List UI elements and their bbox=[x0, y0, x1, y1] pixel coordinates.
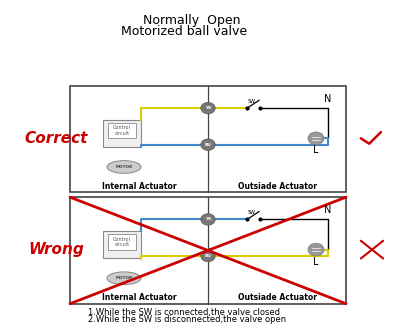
Circle shape bbox=[201, 214, 215, 225]
Text: Motorized ball valve: Motorized ball valve bbox=[121, 25, 247, 38]
Text: Correct: Correct bbox=[24, 131, 88, 146]
Text: L: L bbox=[313, 257, 319, 267]
Circle shape bbox=[308, 243, 324, 256]
Text: BU: BU bbox=[204, 143, 212, 147]
Circle shape bbox=[201, 250, 215, 262]
Text: SW: SW bbox=[248, 98, 256, 104]
Ellipse shape bbox=[107, 161, 141, 173]
Text: BU: BU bbox=[204, 254, 212, 258]
Text: YK: YK bbox=[205, 106, 211, 110]
Text: SW: SW bbox=[248, 210, 256, 215]
Text: Wrong: Wrong bbox=[28, 242, 84, 257]
Text: circuit: circuit bbox=[114, 242, 130, 247]
Text: Normally  Open: Normally Open bbox=[143, 14, 241, 27]
Text: Internal Actuator: Internal Actuator bbox=[102, 182, 176, 191]
Text: Control: Control bbox=[113, 125, 131, 130]
Circle shape bbox=[201, 139, 215, 150]
Text: N: N bbox=[324, 94, 332, 104]
Text: 1.While the SW is connected,the valve closed: 1.While the SW is connected,the valve cl… bbox=[88, 308, 280, 318]
FancyBboxPatch shape bbox=[103, 231, 141, 258]
Text: Outsiade Actuator: Outsiade Actuator bbox=[238, 293, 316, 303]
Text: circuit: circuit bbox=[114, 131, 130, 136]
Circle shape bbox=[308, 132, 324, 145]
FancyBboxPatch shape bbox=[108, 234, 136, 250]
Text: Outsiade Actuator: Outsiade Actuator bbox=[238, 182, 316, 191]
Text: 2.While the SW is disconnected,the valve open: 2.While the SW is disconnected,the valve… bbox=[88, 316, 286, 324]
FancyBboxPatch shape bbox=[108, 123, 136, 138]
Text: YK: YK bbox=[205, 217, 211, 221]
Circle shape bbox=[201, 102, 215, 114]
Ellipse shape bbox=[107, 272, 141, 285]
Text: MOTOR: MOTOR bbox=[115, 276, 133, 280]
FancyBboxPatch shape bbox=[103, 120, 141, 147]
Text: MOTOR: MOTOR bbox=[115, 165, 133, 169]
Text: Control: Control bbox=[113, 237, 131, 242]
Text: L: L bbox=[313, 145, 319, 155]
Text: Internal Actuator: Internal Actuator bbox=[102, 293, 176, 303]
Text: N: N bbox=[324, 205, 332, 215]
